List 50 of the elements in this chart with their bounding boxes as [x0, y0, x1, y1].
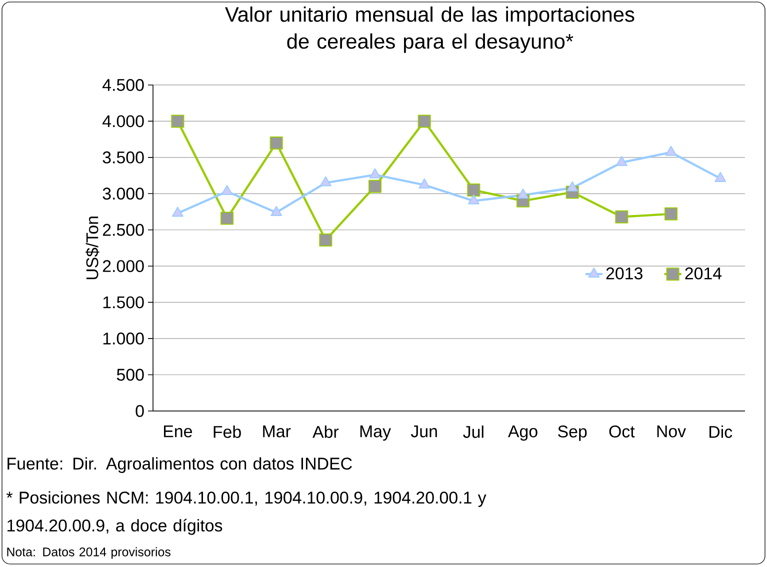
- point: [418, 114, 431, 128]
- legend-label: 2014: [685, 267, 722, 280]
- y-tick-label: 3.000: [102, 188, 144, 200]
- text: * Posiciones NCM: 1904.10.00.1, 1904.10.00.9, 1904.20.00.1 y 1904.20.00.9, a doce dígitos: [6, 491, 486, 535]
- y-tick-label: 1.000: [103, 332, 144, 345]
- point: [615, 210, 628, 224]
- y-tick-label: 2.500: [102, 224, 144, 236]
- source-note: Fuente: Dir. Agroalimentos con datos INDEC: [8, 457, 352, 473]
- point: [714, 172, 726, 182]
- x-tick-label: Sep: [558, 426, 587, 441]
- x-tick-label: Oct: [609, 426, 635, 438]
- x-tick-label: Mar: [263, 426, 291, 438]
- point: [320, 176, 332, 186]
- x-tick-label: Jun: [410, 426, 437, 438]
- point: [270, 136, 283, 150]
- point: [418, 178, 430, 188]
- point: [220, 212, 234, 225]
- point: [468, 194, 480, 204]
- point: [368, 180, 382, 193]
- point: [467, 184, 480, 197]
- y-tick-label: 2.000: [102, 260, 144, 272]
- x-tick-label: Abr: [312, 426, 339, 438]
- text: Nota: Datos 2014 provisorios: [7, 547, 170, 559]
- point: [566, 181, 578, 192]
- y-tick-label: 4.500: [102, 78, 144, 91]
- chart-title: Valor unitario mensual de las importaciones de cereales para el desayuno*: [225, 6, 634, 53]
- y-tick-label: 3.500: [102, 151, 144, 164]
- y-tick-label: 0: [136, 404, 144, 417]
- x-tick-label: May: [360, 426, 391, 441]
- y-tick-label: 500: [116, 368, 144, 381]
- point: [172, 206, 184, 217]
- x-tick-label: Dic: [710, 426, 732, 438]
- y-tick-label: 1.500: [103, 296, 144, 308]
- point: [171, 114, 184, 128]
- point: [319, 234, 332, 247]
- y-axis-title: US$/Ton: [86, 216, 100, 280]
- x-tick-label: Ene: [164, 426, 192, 438]
- x-tick-label: Feb: [214, 426, 241, 438]
- point: [616, 156, 628, 166]
- point: [221, 184, 233, 195]
- x-tick-label: Ago: [508, 426, 538, 441]
- y-tick-label: 4.000: [102, 115, 144, 128]
- point: [665, 146, 677, 156]
- x-tick-label: Nov: [657, 426, 686, 438]
- point: [517, 188, 529, 199]
- point: [664, 207, 678, 220]
- x-tick-label: Jul: [463, 426, 484, 438]
- legend-label: 2013: [606, 267, 642, 280]
- point: [369, 168, 381, 178]
- point: [270, 206, 282, 216]
